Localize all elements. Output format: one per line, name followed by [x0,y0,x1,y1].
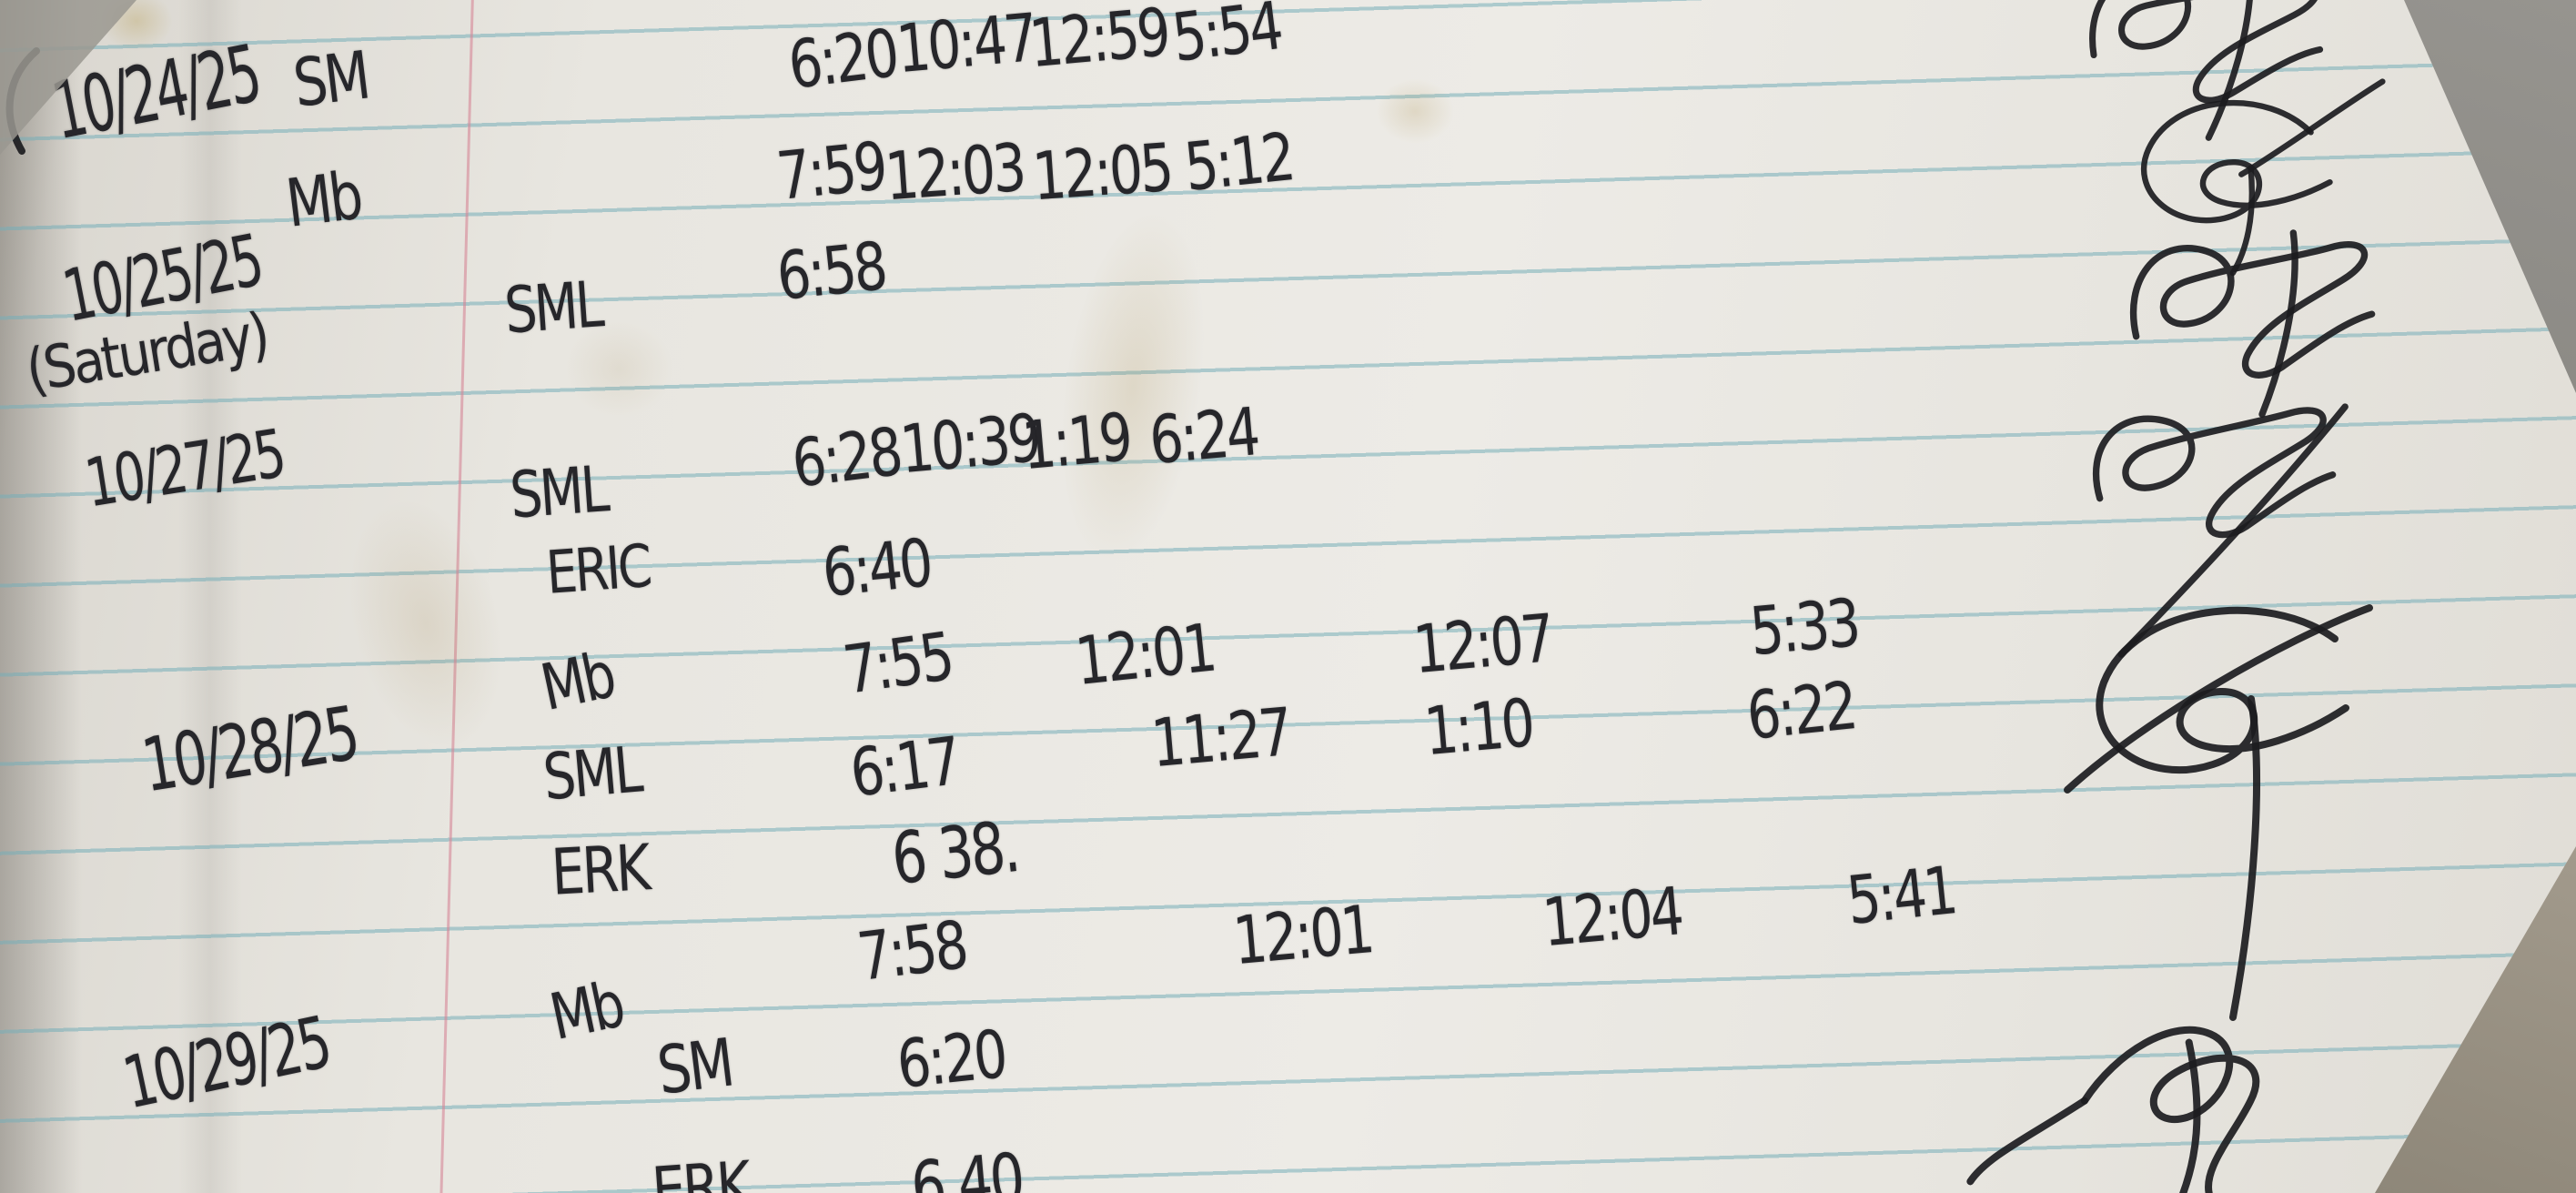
signature-scribble [2061,0,2360,162]
clock-time: 6:17 [846,722,963,813]
worker-initials: Mb [544,967,630,1056]
clock-time: 10:47 [894,0,1038,88]
clock-time: 6:20 [784,14,901,105]
clock-time: 5:33 [1747,583,1862,671]
clock-time: 7:59 [773,126,889,216]
worker-initials: SM [289,36,372,123]
worker-name: ERK [550,830,651,910]
clock-time: 5:54 [1168,0,1285,77]
clock-time: 6:58 [773,227,889,316]
clock-time: 6:24 [1147,392,1261,480]
signature-scribble [2046,562,2391,1036]
clock-time: 7:58 [854,905,970,996]
worker-name: ERK [650,1147,752,1193]
clock-time: 5:41 [1844,851,1959,940]
clock-time: 1:19 [1019,398,1134,485]
clock-time: 12:07 [1410,599,1555,689]
paper-stain [564,318,673,419]
worker-initials: Mb [282,157,365,243]
signature-scribble [1950,951,2345,1193]
worker-initials: SML [508,452,610,534]
signature-scribble [2066,372,2385,683]
clock-time: 1:10 [1421,683,1536,771]
signature-scribble [2100,192,2415,430]
clock-time: 12:03 [883,128,1026,216]
clock-time: 6:40 [819,523,934,612]
worker-initials: SML [502,268,604,349]
clock-time: 6 40 [908,1138,1025,1193]
clock-time: 7:55 [839,617,956,710]
clock-time: 12:01 [1072,609,1218,701]
clock-time: 12:01 [1230,890,1375,980]
clock-time: 6:20 [894,1015,1009,1104]
worker-initials: SM [653,1024,736,1110]
clock-time: 5:12 [1181,117,1297,207]
worker-initials: SML [540,733,643,815]
clock-time: 12:05 [1030,128,1174,216]
clock-time: 6:28 [788,412,904,503]
clock-time: 12:59 [1026,0,1171,83]
clock-time: 11:27 [1148,693,1293,783]
clock-time: 6 38. [888,805,1022,902]
worker-initials: Mb [535,638,621,726]
clock-time: 12:04 [1540,872,1684,962]
paper-stain [1376,78,1454,144]
worker-name: ERIC [544,531,652,608]
clock-time: 6:22 [1743,666,1859,755]
